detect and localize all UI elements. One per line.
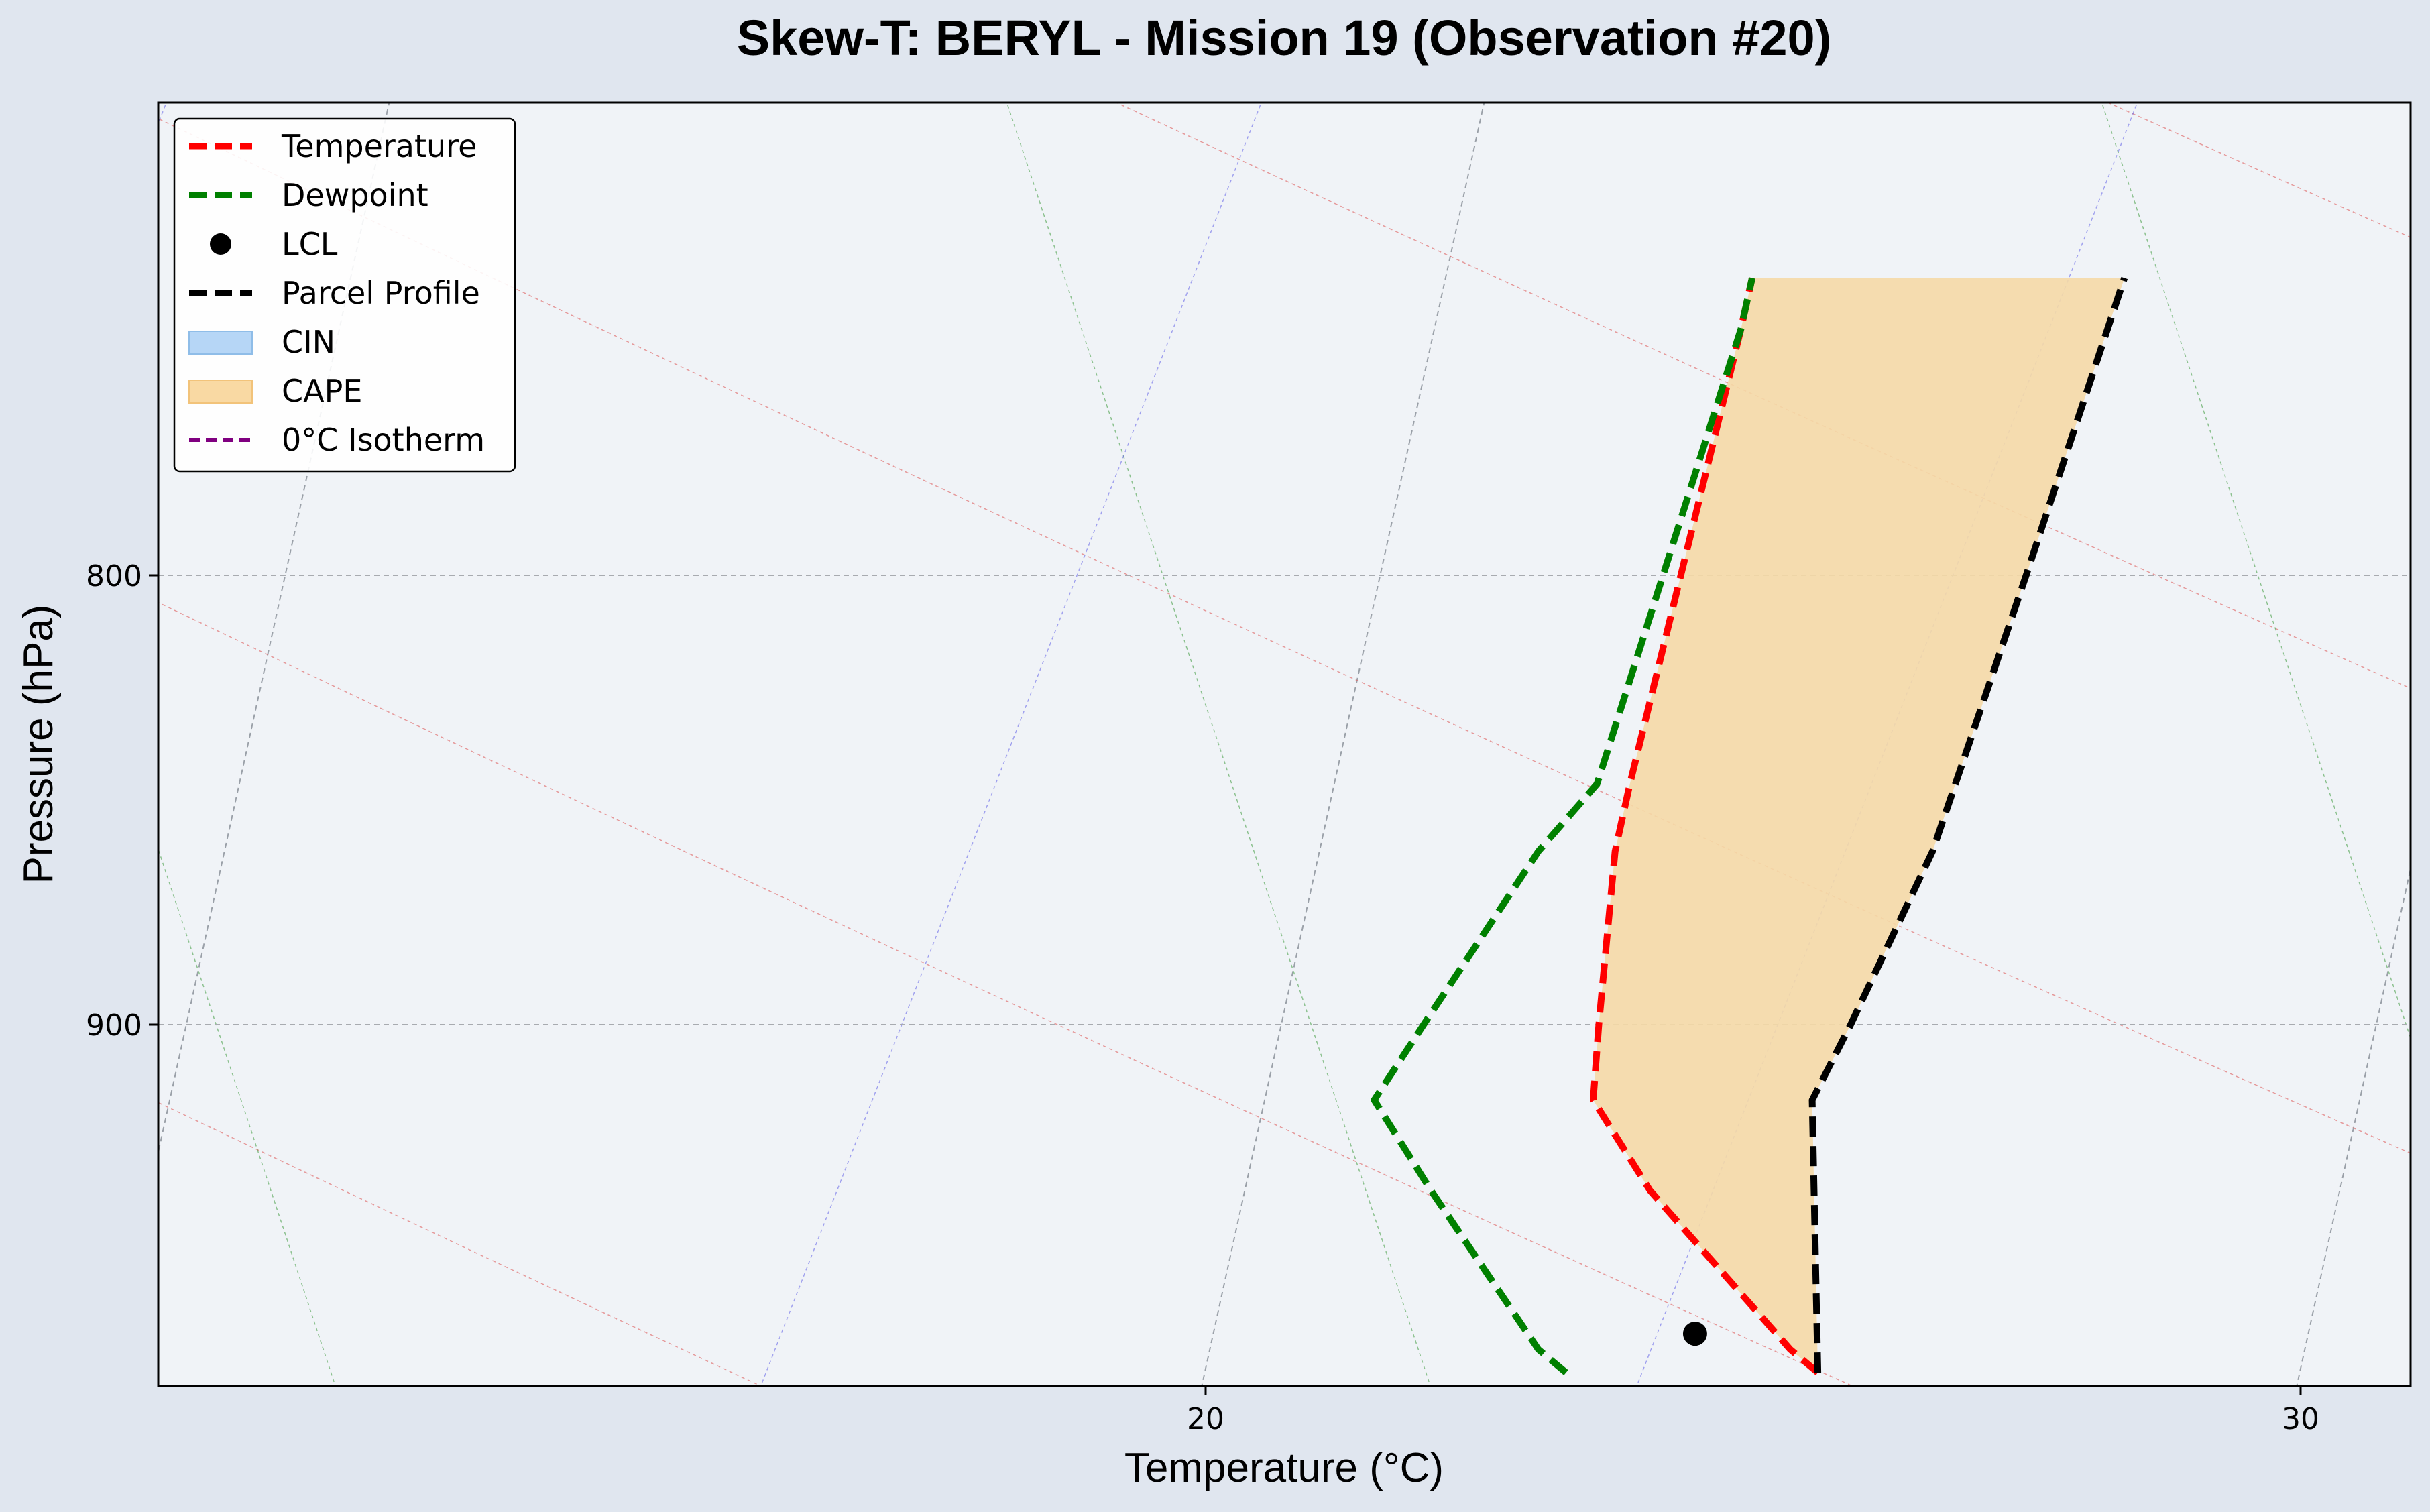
isotherm-line (158, 103, 390, 1156)
cin-legend-label: CIN (282, 324, 335, 360)
isotherm-line (2296, 865, 2411, 1386)
legend-item-lcl: LCL (210, 226, 338, 262)
parcel-legend-label: Parcel Profile (282, 275, 480, 311)
cin-legend-swatch (188, 331, 253, 355)
isotherm-legend-label: 0°C Isotherm (282, 422, 485, 458)
legend-item-temperature: Temperature (189, 128, 477, 164)
cape-area (1593, 278, 2125, 1373)
dry-adiabat-line (158, 1102, 762, 1386)
x-axis-label: Temperature (°C) (1124, 1445, 1444, 1491)
series-layer (1371, 276, 2128, 1375)
isotherm-line (1201, 103, 1485, 1386)
lcl-legend-label: LCL (282, 226, 338, 262)
chart-title: Skew-T: BERYL - Mission 19 (Observation … (737, 10, 1832, 66)
mixing-ratio-line (760, 103, 1262, 1386)
plot-frame (157, 101, 2412, 1387)
dewpoint-legend-label: Dewpoint (282, 177, 428, 213)
lcl-legend-marker (210, 233, 231, 255)
cape-legend-swatch (188, 380, 253, 404)
x-tick-label: 30 (2282, 1402, 2319, 1436)
legend-item-zero-isotherm: 0°C Isotherm (189, 422, 485, 458)
parcel-profile-line (1808, 276, 2128, 1373)
tick-layer: 20 30 800 900 (86, 559, 2319, 1436)
cape-fill-layer (1593, 278, 2125, 1373)
legend-item-dewpoint: Dewpoint (189, 177, 428, 213)
temperature-legend-label: Temperature (281, 128, 477, 164)
legend: Temperature Dewpoint LCL Parcel Profile … (173, 117, 516, 473)
legend-item-cin: CIN (188, 324, 335, 360)
legend-item-parcel-profile: Parcel Profile (189, 275, 480, 311)
y-tick-label: 900 (86, 1008, 142, 1043)
cape-legend-label: CAPE (282, 373, 362, 409)
y-tick-label: 800 (86, 559, 142, 593)
moist-adiabat-line (1006, 103, 1431, 1386)
temperature-line (1590, 277, 1820, 1375)
legend-item-cape: CAPE (188, 373, 362, 409)
legend-box (173, 117, 516, 473)
y-axis-label: Pressure (hPa) (15, 605, 62, 884)
moist-adiabat-line (2101, 103, 2411, 1040)
dewpoint-line (1371, 277, 1755, 1375)
lcl-marker (1682, 1322, 1707, 1346)
x-tick-label: 20 (1187, 1402, 1224, 1436)
